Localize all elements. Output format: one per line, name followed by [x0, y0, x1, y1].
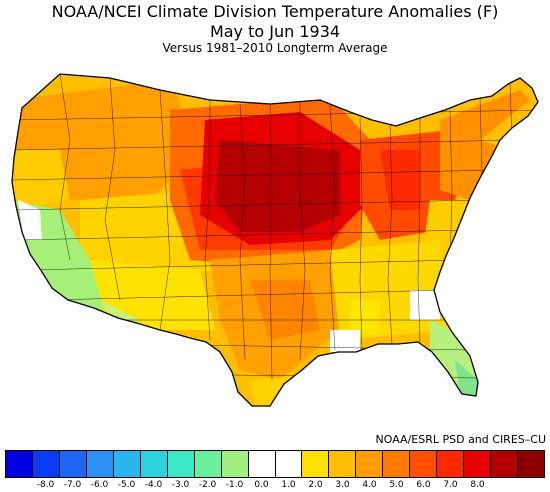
legend-tick-label: -7.0: [63, 480, 82, 490]
legend-tick-label: -5.0: [117, 480, 136, 490]
us-anomaly-map: [11, 73, 539, 407]
legend-tick-label: -6.0: [90, 480, 109, 490]
legend-swatch: [464, 451, 492, 477]
legend-swatch: [302, 451, 330, 477]
legend-swatch: [329, 451, 357, 477]
legend-swatch: [221, 451, 249, 477]
legend-tick-label: 4.0: [362, 480, 377, 490]
data-credit: NOAA/ESRL PSD and CIRES–CU: [375, 433, 546, 446]
legend-swatch: [194, 451, 222, 477]
legend-tick-label: -1.0: [225, 480, 244, 490]
legend-swatch: [356, 451, 384, 477]
legend-swatch: [410, 451, 438, 477]
division-boundaries: [12, 74, 538, 381]
legend-swatch: [275, 451, 303, 477]
legend-swatch: [518, 451, 545, 477]
legend-swatch: [167, 451, 195, 477]
legend-tick-label: -3.0: [171, 480, 190, 490]
legend-swatch: [491, 451, 519, 477]
legend-swatch: [140, 451, 168, 477]
legend-tick-label: -2.0: [198, 480, 217, 490]
legend-swatch: [6, 451, 33, 477]
legend-tick-label: 7.0: [443, 480, 458, 490]
legend-tick-label: 5.0: [389, 480, 404, 490]
legend-ticks: -8.0 -7.0 -6.0 -5.0 -4.0 -3.0 -2.0 -1.0 0.0 1.0 2.…: [5, 480, 545, 492]
legend-tick-label: 3.0: [335, 480, 350, 490]
legend-swatch: [59, 451, 87, 477]
legend-swatch: [437, 451, 465, 477]
legend-tick-label: 6.0: [416, 480, 431, 490]
legend-tick-label: 2.0: [308, 480, 323, 490]
anomaly-fill: [12, 74, 538, 406]
legend-tick-label: -4.0: [144, 480, 163, 490]
legend-swatch: [248, 451, 276, 477]
legend-tick-label: 0.0: [254, 480, 269, 490]
map-baseline: Versus 1981–2010 Longterm Average: [162, 41, 388, 55]
legend-swatch: [113, 451, 141, 477]
legend-swatch: [86, 451, 114, 477]
legend-tick-label: 1.0: [281, 480, 296, 490]
map-period: May to Jun 1934: [209, 22, 341, 41]
legend-tick-label: 8.0: [470, 480, 485, 490]
legend-swatch: [383, 451, 411, 477]
legend-tick-label: -8.0: [36, 480, 55, 490]
map-title: NOAA/NCEI Climate Division Temperature A…: [51, 2, 499, 21]
legend-swatch: [32, 451, 60, 477]
color-legend: [5, 450, 545, 478]
